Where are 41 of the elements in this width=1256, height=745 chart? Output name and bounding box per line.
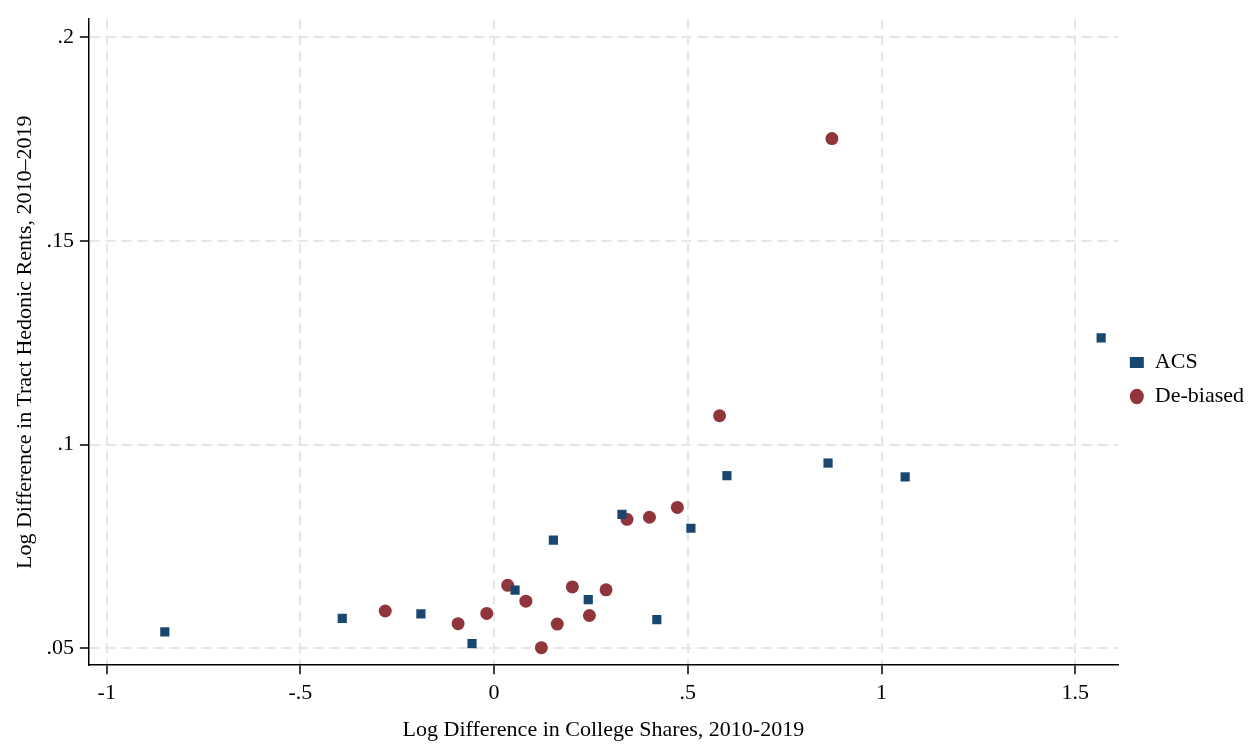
point bbox=[825, 132, 839, 146]
point bbox=[599, 583, 613, 597]
point bbox=[451, 617, 465, 631]
point bbox=[160, 627, 170, 637]
point bbox=[565, 580, 579, 594]
point bbox=[823, 458, 833, 468]
point bbox=[378, 604, 392, 618]
y-tick-label: .05 bbox=[46, 634, 74, 660]
point bbox=[722, 471, 732, 481]
point bbox=[1096, 333, 1106, 343]
point bbox=[713, 409, 727, 423]
point bbox=[686, 523, 696, 533]
point bbox=[617, 509, 627, 519]
y-tick-label: .1 bbox=[57, 430, 74, 456]
x-tick-label: 1.5 bbox=[1061, 679, 1089, 705]
point bbox=[548, 535, 558, 545]
point bbox=[337, 613, 347, 623]
point bbox=[510, 585, 520, 595]
point bbox=[467, 639, 477, 649]
point bbox=[582, 608, 596, 622]
x-tick-label: -1 bbox=[97, 679, 116, 705]
point bbox=[416, 609, 426, 619]
point bbox=[519, 594, 533, 608]
point bbox=[900, 472, 910, 482]
point bbox=[480, 606, 494, 620]
x-tick-label: .5 bbox=[679, 679, 697, 705]
point bbox=[642, 510, 656, 524]
point bbox=[670, 500, 684, 514]
point bbox=[652, 614, 662, 625]
x-tick-label: 1 bbox=[876, 679, 888, 705]
point bbox=[550, 617, 564, 631]
x-tick-label: 0 bbox=[488, 679, 500, 705]
point bbox=[534, 641, 548, 655]
point bbox=[583, 594, 593, 605]
y-tick-label: .2 bbox=[57, 22, 74, 48]
legend-label: De-biased bbox=[1154, 382, 1245, 408]
x-tick-label: -.5 bbox=[288, 679, 313, 705]
x-axis-title: Log Difference in College Shares, 2010-2019 bbox=[402, 715, 805, 741]
legend-label: ACS bbox=[1154, 348, 1198, 374]
y-tick-label: .15 bbox=[46, 226, 74, 252]
y-axis-title: Log Difference in Tract Hedonic Rents, 2010–2019 bbox=[10, 115, 36, 569]
